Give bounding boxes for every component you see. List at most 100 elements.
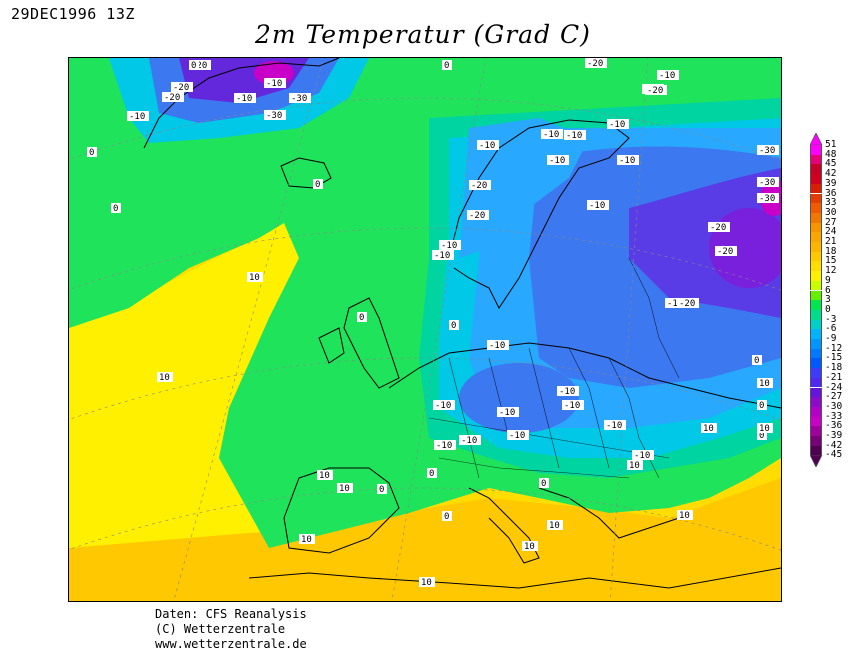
svg-text:0: 0 — [451, 321, 456, 331]
svg-text:-10: -10 — [435, 401, 451, 411]
legend-color-box — [810, 339, 822, 349]
contour-label: 0 — [357, 312, 367, 323]
contour-label: -30 — [264, 110, 286, 121]
svg-text:10: 10 — [703, 424, 714, 434]
graticule-line — [69, 97, 781, 161]
zone-scandinavia-cold — [459, 118, 589, 258]
svg-text:-10: -10 — [659, 71, 675, 81]
legend-color-box — [810, 377, 822, 388]
coast-ireland — [318, 327, 345, 364]
legend-level-label: 6 — [825, 284, 831, 296]
contour-label: -10 — [127, 111, 149, 122]
legend-color-box — [810, 290, 822, 301]
legend-color-box — [810, 261, 822, 272]
border-line — [428, 417, 670, 459]
svg-text:-10: -10 — [619, 156, 635, 166]
svg-text:0: 0 — [759, 401, 764, 411]
coast-iberia — [283, 467, 400, 554]
svg-text:0: 0 — [759, 431, 764, 441]
legend-color-box — [810, 280, 822, 291]
svg-text:-10: -10 — [566, 131, 582, 141]
svg-text:0: 0 — [89, 148, 94, 158]
svg-text:-20: -20 — [471, 181, 487, 191]
svg-text:-30: -30 — [266, 111, 282, 121]
legend-level-label: 21 — [825, 236, 837, 247]
contour-label: 0 — [539, 478, 549, 489]
contour-label: 10 — [677, 510, 693, 521]
legend-color-box — [810, 183, 822, 194]
contour-label: 0 — [427, 468, 437, 479]
coastlines — [143, 58, 781, 589]
svg-text:-10: -10 — [436, 441, 452, 451]
svg-text:0: 0 — [444, 512, 449, 522]
graticule-line — [69, 357, 781, 421]
border-line — [568, 347, 610, 469]
legend-level-label: 15 — [825, 255, 837, 267]
legend-level-label: -3 — [825, 313, 837, 325]
coast-africa — [248, 567, 781, 589]
legend-color-box — [810, 445, 822, 456]
contour-label: -20 — [715, 246, 737, 257]
contour-label: 10 — [247, 272, 263, 283]
contour-label: 0 — [87, 147, 97, 158]
legend-color-box — [810, 436, 822, 446]
svg-text:10: 10 — [339, 484, 350, 494]
contour-label: 10 — [547, 520, 563, 531]
legend-level-label: -30 — [825, 400, 843, 412]
svg-text:10: 10 — [759, 424, 770, 434]
legend-level-label: -9 — [825, 333, 837, 344]
svg-text:-10: -10 — [634, 451, 650, 461]
svg-text:-20: -20 — [191, 61, 207, 71]
svg-text:10: 10 — [421, 578, 432, 588]
graticule-line — [391, 58, 486, 601]
legend-color-box — [810, 319, 822, 330]
contour-label: -10 — [487, 340, 509, 351]
credits-url[interactable]: www.wetterzentrale.de — [155, 637, 307, 651]
contour-label: -30 — [289, 93, 311, 104]
contour-label: 0 — [377, 484, 387, 495]
contour-label: 10 — [757, 378, 773, 389]
svg-text:0: 0 — [541, 479, 546, 489]
contour-label: -10 — [541, 129, 563, 140]
contour-label: 0 — [752, 355, 762, 366]
contour-label: -20 — [677, 298, 699, 309]
contour-label: -10 — [547, 155, 569, 166]
coast-greenland — [143, 58, 340, 149]
legend-color-box — [810, 406, 822, 417]
contour-label: -20 — [708, 222, 730, 233]
contour-label: -10 — [433, 400, 455, 411]
legend-level-label: -45 — [825, 449, 843, 461]
legend-level-label: 12 — [825, 265, 837, 277]
contour-labels: -200-20-10-20-10-30-30-100-20-10-10-10-1… — [87, 58, 779, 588]
svg-text:0: 0 — [359, 313, 364, 323]
svg-text:-30: -30 — [759, 194, 775, 204]
legend-color-box — [810, 271, 822, 281]
legend-level-label: 33 — [825, 197, 837, 209]
legend-color-box — [810, 154, 822, 165]
legend-color-box — [810, 426, 822, 436]
legend-color-box — [810, 164, 822, 175]
credits: Daten: CFS Reanalysis (C) Wetterzentrale… — [155, 607, 307, 652]
contour-label: -30 — [757, 193, 779, 204]
contour-label: -20 — [162, 92, 184, 103]
contour-label: -30 — [757, 145, 779, 156]
coast-british-isles — [343, 297, 400, 389]
legend-level-label: 0 — [825, 303, 831, 315]
border-line — [528, 347, 560, 469]
contour-label: -20 — [467, 210, 489, 221]
svg-text:0: 0 — [191, 61, 196, 71]
contour-label: -20 — [189, 60, 211, 71]
legend-color-box — [810, 193, 822, 204]
coast-balkans — [538, 487, 680, 539]
svg-text:-20: -20 — [587, 59, 603, 69]
graticule-line — [609, 58, 648, 601]
svg-text:-20: -20 — [710, 223, 726, 233]
contour-label: -30 — [757, 177, 779, 188]
contour-label: -10 — [434, 440, 456, 451]
svg-text:-10: -10 — [509, 431, 525, 441]
legend-color-box — [810, 368, 822, 378]
svg-text:-10: -10 — [667, 299, 683, 309]
contour-label: 10 — [337, 483, 353, 494]
coast-iceland — [280, 157, 332, 189]
contour-label: -20 — [469, 180, 491, 191]
